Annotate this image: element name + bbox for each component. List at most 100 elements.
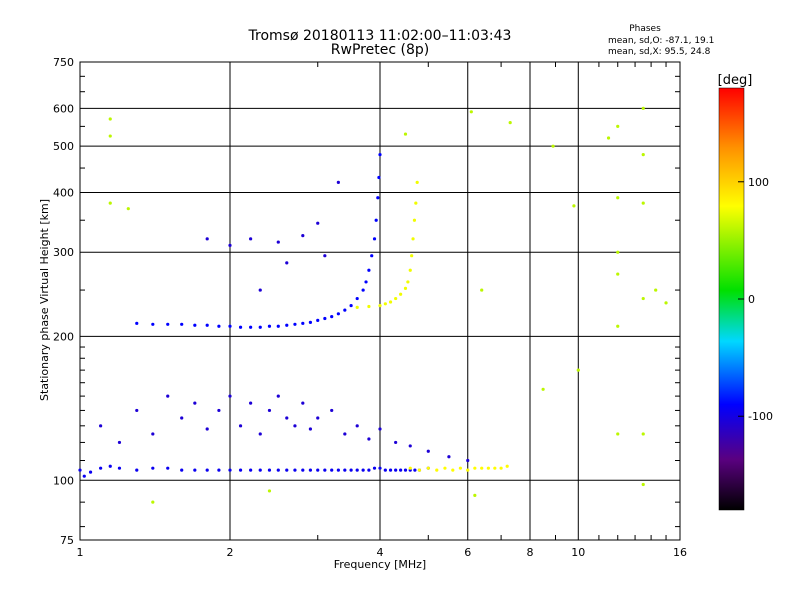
chart-title: Tromsø 20180113 11:02:00–11:03:43 [248,28,512,44]
data-point [394,440,398,445]
data-point [426,449,430,453]
data-point [408,466,412,470]
data-point [414,201,418,205]
data-point [399,292,403,296]
data-point [411,237,415,241]
data-point [323,316,327,321]
data-point [228,394,232,398]
data-point [205,237,209,241]
data-point [117,440,122,445]
data-point [406,280,410,284]
data-point [376,196,380,200]
data-point [377,175,381,180]
data-point [486,466,490,470]
data-point [383,302,387,306]
data-point [417,468,422,472]
phases-heading: Phases [629,24,661,34]
data-point [367,468,371,472]
x-tick-label: 8 [527,546,534,559]
x-tick-label: 16 [673,546,687,559]
data-point [249,325,253,329]
data-point [388,468,393,472]
data-point [151,322,155,326]
data-point [267,408,272,413]
data-point [323,254,327,258]
data-point [343,468,347,472]
colorbar-ticks: 100 0 -100 [738,176,773,423]
plot-area: 1 2 4 6 8 10 16 75 100 200 300 400 500 600 750 [53,56,687,559]
data-point [267,489,272,493]
data-points [78,106,668,504]
x-axis-label: Frequency [MHz] [334,558,426,571]
data-point [308,427,313,431]
data-point [99,466,103,470]
data-point [641,296,645,301]
data-point [364,280,368,284]
data-point [480,466,484,470]
data-point [316,468,320,472]
data-point [126,207,130,211]
data-point [641,201,645,205]
data-point [641,106,645,110]
data-point [378,153,382,157]
data-point [378,427,382,431]
data-point [228,243,232,248]
data-point [323,468,327,472]
data-point [193,323,197,327]
data-point [78,468,82,472]
data-point [447,455,451,459]
data-point [88,470,93,474]
data-point [367,304,371,309]
y-tick-label: 600 [53,102,74,115]
data-point [394,296,398,301]
y-axis-label: Stationary phase Virtual Height [km] [38,199,51,401]
data-point [108,464,112,468]
data-point [217,408,221,413]
data-point [469,110,473,114]
data-point [616,124,620,128]
x-tick-label: 6 [464,546,471,559]
data-point [616,196,620,200]
data-point [166,322,170,326]
data-point [82,474,86,478]
data-point [276,394,280,398]
data-point [135,468,139,472]
x-axis: 1 2 4 6 8 10 16 [77,62,687,559]
y-tick-label: 750 [53,56,74,69]
data-point [135,408,139,413]
data-point [217,468,221,472]
data-point [541,387,545,391]
data-point [151,500,155,504]
data-point [330,408,334,413]
y-axis: 75 100 200 300 400 500 600 750 [53,56,680,547]
data-point [180,322,184,326]
data-point [285,261,289,265]
data-point [616,272,620,276]
data-point [466,458,470,463]
y-tick-label: 100 [53,474,74,487]
data-point [576,368,580,372]
data-point [394,468,398,472]
data-point [336,180,340,184]
data-point [361,468,365,472]
data-point [606,136,611,140]
data-point [276,324,280,328]
colorbar-tick-label: 100 [748,176,769,189]
data-point [301,233,305,238]
colorbar-tick-label: -100 [748,410,773,423]
data-point [293,468,297,472]
data-point [135,321,139,325]
data-point [336,468,340,472]
data-point [336,312,340,316]
colorbar-tick-label: 0 [748,293,755,306]
data-point [412,218,417,222]
data-point [641,432,645,436]
data-point [205,468,209,472]
data-point [293,424,297,428]
data-point [151,466,155,470]
data-point [370,254,374,258]
data-point [308,320,313,324]
data-point [367,268,371,272]
data-point [480,288,484,292]
data-point [249,401,253,405]
